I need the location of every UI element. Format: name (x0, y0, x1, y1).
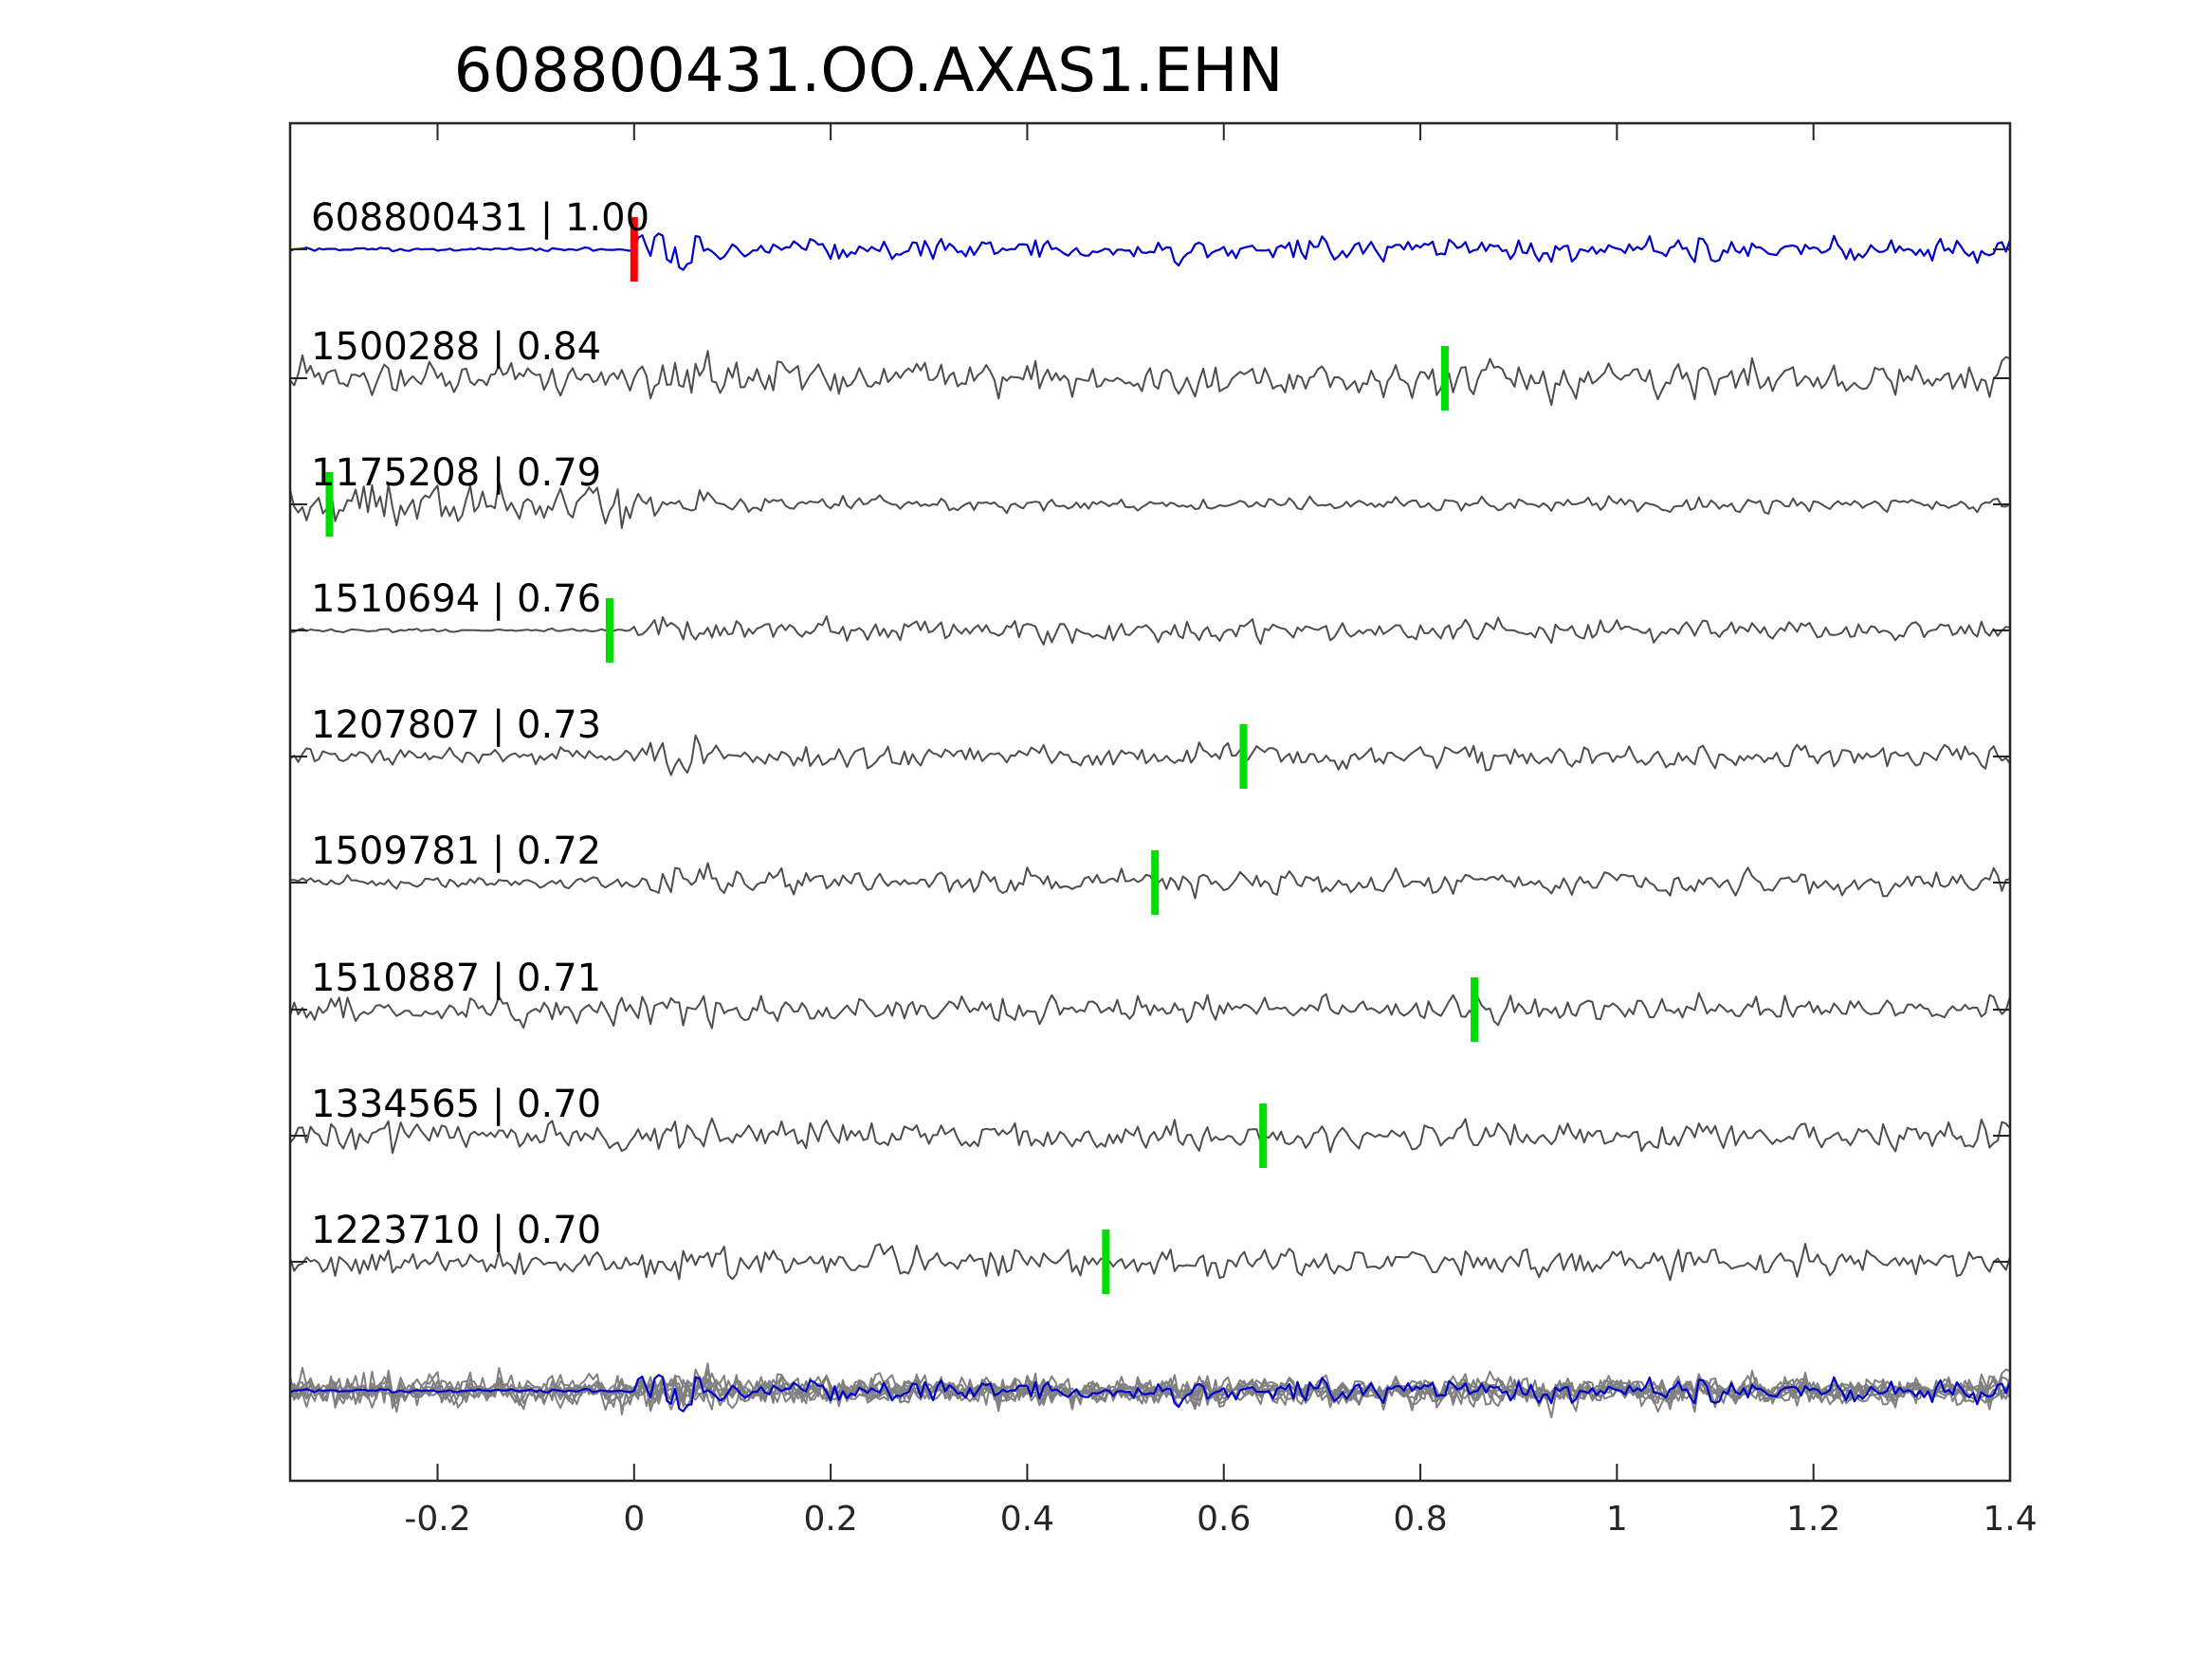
trace-line-1175208 (290, 481, 2010, 529)
x-tick-label: 0.2 (803, 1500, 857, 1539)
stack-trace-1510887 (290, 1373, 2010, 1411)
x-tick-label: 1 (1606, 1500, 1628, 1539)
x-tick-label: 0.6 (1197, 1500, 1251, 1539)
trace-line-1510694 (290, 615, 2010, 646)
x-tick-label: 1.2 (1786, 1500, 1840, 1539)
trace-line-1509781 (290, 862, 2010, 900)
trace-label-1510694: 1510694 | 0.76 (311, 577, 601, 621)
trace-line-1207807 (290, 734, 2010, 776)
stacked-overlay (290, 1362, 2010, 1419)
trace-label-1509781: 1509781 | 0.72 (311, 830, 601, 873)
trace-label-1334565: 1334565 | 0.70 (311, 1083, 601, 1126)
trace-line-1334565 (290, 1117, 2010, 1155)
trace-line-1510887 (290, 992, 2010, 1030)
x-tick-label: -0.2 (404, 1500, 470, 1539)
trace-label-1207807: 1207807 | 0.73 (311, 703, 601, 747)
trace-label-1175208: 1175208 | 0.79 (311, 451, 601, 495)
y-tick-marks (290, 248, 2010, 1263)
x-axis: -0.2 0 0.2 0.4 0.6 0.8 1 1.2 1.4 (404, 123, 2038, 1539)
trace-line-1223710 (290, 1243, 2010, 1282)
axes-frame (288, 121, 2012, 1483)
x-tick-label: 0 (623, 1500, 645, 1539)
trace-labels: 608800431 | 1.00 1500288 | 0.84 1175208 | … (311, 196, 649, 1252)
trace-group (290, 232, 2010, 1282)
trace-line-1500288 (290, 350, 2010, 407)
x-tick-label: 0.8 (1393, 1500, 1447, 1539)
stack-trace-template (290, 1374, 2010, 1413)
x-tick-label: 1.4 (1983, 1500, 2037, 1539)
chart-title: 608800431.OO.AXAS1.EHN (454, 36, 1284, 106)
x-tick-label: 0.4 (1000, 1500, 1054, 1539)
trace-label-1500288: 1500288 | 0.84 (311, 325, 601, 369)
trace-line-608800431 (290, 232, 2010, 271)
trace-label-1223710: 1223710 | 0.70 (311, 1209, 601, 1252)
trace-label-608800431: 608800431 | 1.00 (311, 196, 649, 240)
trace-label-1510887: 1510887 | 0.71 (311, 957, 601, 1000)
pick-markers (325, 217, 1479, 1294)
